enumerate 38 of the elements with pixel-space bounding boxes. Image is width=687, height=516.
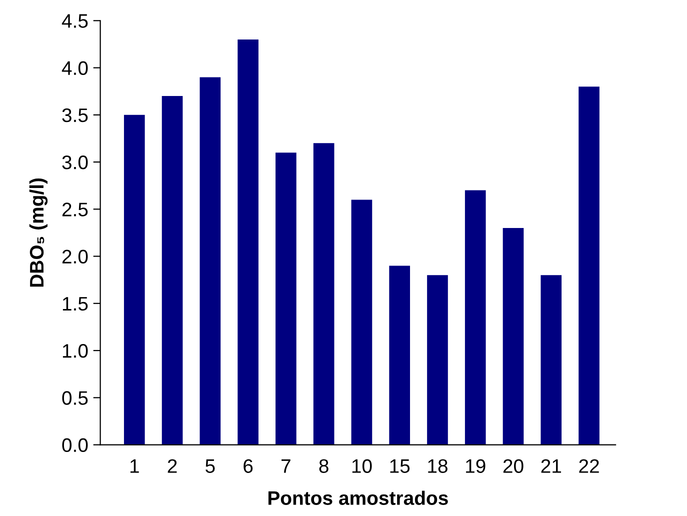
- x-tick-label: 1: [130, 459, 139, 473]
- bar: [124, 114, 145, 445]
- y-tick-label: 4.5: [62, 14, 88, 28]
- y-tick-label: 3.5: [62, 108, 88, 122]
- x-tick-label: 6: [244, 459, 253, 473]
- y-tick-label: 3.0: [62, 155, 88, 170]
- x-tick-label: 10: [352, 459, 372, 473]
- bar: [502, 228, 524, 445]
- bar: [238, 39, 258, 445]
- bar: [389, 266, 410, 445]
- bar: [313, 143, 334, 445]
- x-tick-label: 5: [206, 459, 215, 473]
- bar: [351, 200, 372, 445]
- bar: [276, 152, 296, 445]
- y-tick-label: 0.0: [62, 438, 88, 452]
- x-tick-label: 8: [319, 459, 328, 473]
- x-tick-label: 20: [503, 459, 524, 473]
- y-tick-label: 2.5: [62, 202, 88, 216]
- bar: [578, 86, 600, 445]
- y-axis-title: DBO₅ (mg/l): [29, 178, 48, 287]
- x-axis-title: Pontos amostrados: [268, 490, 448, 505]
- x-tick-label: 18: [428, 459, 448, 473]
- y-tick-label: 2.0: [62, 250, 88, 264]
- x-tick-label: 2: [168, 459, 177, 473]
- y-tick-label: 1.5: [62, 297, 88, 311]
- bar: [200, 77, 221, 445]
- bar: [162, 96, 183, 445]
- bar: [427, 275, 448, 445]
- x-tick-label: 7: [282, 459, 290, 473]
- y-tick-label: 0.5: [62, 391, 88, 405]
- y-tick-label: 4.0: [62, 61, 88, 76]
- bar: [540, 275, 562, 445]
- x-tick-label: 19: [466, 459, 486, 473]
- x-tick-label: 21: [541, 459, 562, 473]
- x-tick-label: 22: [579, 459, 599, 473]
- y-tick-label: 1.0: [62, 344, 88, 358]
- x-tick-label: 15: [390, 459, 410, 473]
- bar: [464, 190, 486, 445]
